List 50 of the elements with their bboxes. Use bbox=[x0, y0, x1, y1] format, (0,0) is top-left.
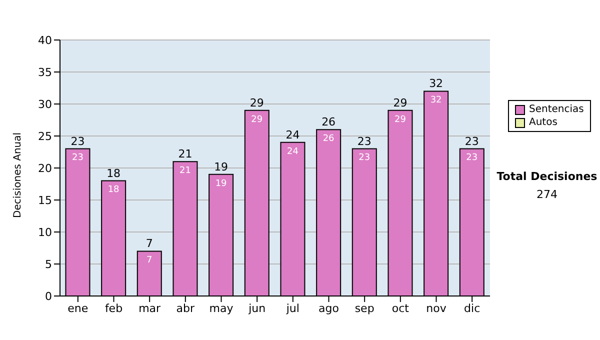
total-label: 23 bbox=[70, 134, 85, 148]
text: Total Decisiones bbox=[496, 170, 598, 183]
data-label: 29 bbox=[251, 114, 263, 125]
data-label: 29 bbox=[394, 114, 406, 125]
x-tick-label: nov bbox=[426, 302, 447, 315]
y-tick-label: 25 bbox=[38, 130, 52, 143]
x-tick-label: mar bbox=[138, 302, 162, 315]
legend-label: Sentencias bbox=[529, 103, 584, 116]
x-tick-label: may bbox=[209, 302, 234, 315]
y-tick-label: 30 bbox=[38, 98, 52, 111]
y-tick-label: 20 bbox=[38, 162, 52, 175]
x-tick-label: ene bbox=[68, 302, 88, 315]
data-label: 26 bbox=[322, 134, 335, 144]
total-label: 7 bbox=[146, 237, 153, 250]
data-label: 19 bbox=[215, 178, 228, 189]
total-label: 23 bbox=[357, 134, 372, 148]
total-label: 21 bbox=[178, 148, 192, 161]
data-label: 23 bbox=[72, 153, 84, 164]
x-tick-label: abr bbox=[176, 302, 196, 315]
total-label: 19 bbox=[214, 160, 228, 174]
data-label: 32 bbox=[430, 96, 442, 106]
x-tick-label: feb bbox=[104, 302, 123, 315]
x-tick-label: jun bbox=[248, 302, 266, 315]
data-label: 7 bbox=[146, 256, 152, 266]
total-label: 18 bbox=[106, 166, 121, 180]
y-tick-label: 40 bbox=[38, 34, 52, 47]
text: 274 bbox=[536, 188, 558, 201]
y-tick-label: 10 bbox=[38, 226, 52, 239]
total-label: 29 bbox=[393, 96, 408, 110]
x-tick-label: sep bbox=[354, 302, 374, 315]
x-tick-label: oct bbox=[392, 302, 410, 315]
data-label: 23 bbox=[358, 153, 370, 164]
data-label: 24 bbox=[287, 146, 299, 157]
total-label: 32 bbox=[429, 77, 444, 90]
x-tick-label: ago bbox=[318, 302, 340, 315]
data-label: 18 bbox=[108, 185, 120, 196]
legend-label: Autos bbox=[529, 116, 558, 129]
data-label: 21 bbox=[180, 166, 191, 176]
total-label: 26 bbox=[322, 116, 336, 129]
x-tick-label: dic bbox=[464, 302, 480, 315]
y-tick-label: 35 bbox=[38, 66, 52, 79]
x-tick-label: jul bbox=[285, 302, 300, 315]
total-label: 24 bbox=[286, 128, 300, 142]
data-label: 23 bbox=[466, 153, 478, 164]
y-tick-label: 0 bbox=[45, 290, 52, 303]
total-label: 29 bbox=[250, 96, 264, 110]
total-label: 23 bbox=[464, 134, 479, 148]
y-tick-label: 5 bbox=[45, 258, 52, 271]
y-tick-label: 15 bbox=[38, 194, 52, 207]
y-axis-title: Decisiones Anual bbox=[12, 132, 24, 218]
